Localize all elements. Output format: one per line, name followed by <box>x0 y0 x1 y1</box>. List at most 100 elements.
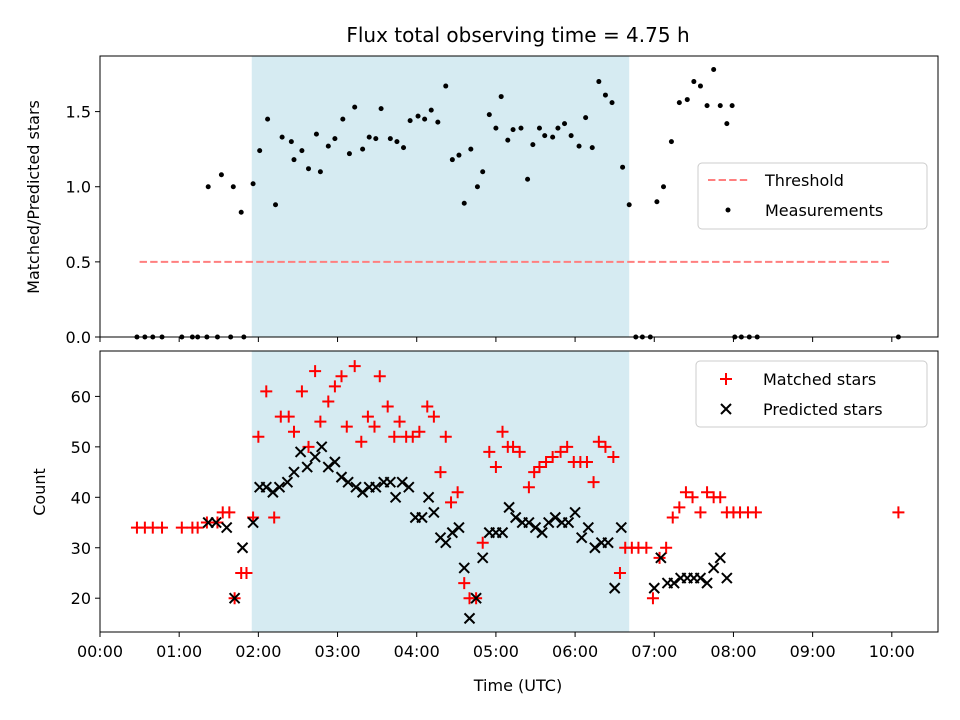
predicted-star-point <box>458 562 470 574</box>
predicted-star-point <box>220 521 233 534</box>
matched-star-point <box>561 440 574 453</box>
predicted-star-point <box>503 501 515 514</box>
measurement-point <box>691 79 697 85</box>
predicted-star-point <box>370 481 382 493</box>
predicted-star-point <box>422 491 435 504</box>
measurement-point <box>299 148 305 154</box>
predicted-star-point <box>463 612 476 625</box>
matched-star-point <box>175 521 188 534</box>
matched-star-point <box>322 395 335 408</box>
measurement-point <box>313 131 319 137</box>
matched-star-point <box>554 445 567 458</box>
predicted-star-point <box>701 577 713 589</box>
predicted-star-point <box>562 516 575 529</box>
measurement-point <box>568 133 574 139</box>
matched-star-point <box>679 486 692 499</box>
predicted-star-point <box>315 441 328 453</box>
predicted-star-point <box>509 511 522 524</box>
measurement-point <box>583 115 589 121</box>
predicted-star-point <box>615 521 627 534</box>
legend-measurement-swatch <box>725 207 731 213</box>
x-tick-label: 07:00 <box>631 642 677 661</box>
matched-star-point <box>368 420 381 433</box>
predicted-star-point <box>228 592 241 604</box>
matched-star-point <box>421 400 434 413</box>
matched-star-point <box>439 430 452 443</box>
matched-star-point <box>749 506 762 519</box>
matched-star-point <box>483 445 496 458</box>
predicted-star-point <box>389 491 402 504</box>
measurement-point <box>518 125 524 131</box>
top-y-tick-label: 1.0 <box>66 178 91 197</box>
matched-star-point <box>701 486 714 499</box>
matched-star-point <box>892 506 905 519</box>
matched-star-point <box>309 365 322 378</box>
x-tick-label: 05:00 <box>473 642 519 661</box>
predicted-star-point <box>477 552 489 564</box>
predicted-star-point <box>536 526 548 539</box>
matched-star-point <box>434 466 447 479</box>
x-tick-label: 08:00 <box>710 642 756 661</box>
measurement-point <box>218 172 224 178</box>
measurement-point <box>238 209 244 215</box>
matched-star-point <box>348 360 361 373</box>
top-axis-ticks: 0.0 0.5 1.0 1.5 <box>66 103 893 347</box>
measurement-point <box>510 127 516 133</box>
matched-star-point <box>489 461 502 474</box>
predicted-star-point <box>707 562 720 574</box>
matched-star-point <box>458 577 471 590</box>
matched-star-point <box>587 476 600 489</box>
measurement-point <box>620 164 626 170</box>
predicted-star-point <box>602 536 614 549</box>
x-tick-label: 03:00 <box>314 642 360 661</box>
bottom-y-tick-label: 50 <box>71 438 91 457</box>
measurement-point <box>525 176 531 182</box>
legend-predicted-label: Predicted stars <box>763 400 883 419</box>
measurement-point <box>661 184 667 190</box>
top-legend: Threshold Measurements <box>697 162 928 230</box>
predicted-star-point <box>721 572 733 584</box>
matched-star-point <box>314 415 327 428</box>
measurement-point <box>346 151 352 157</box>
measurement-point <box>288 139 294 145</box>
measurement-point <box>626 202 632 208</box>
measurement-point <box>724 121 730 127</box>
predicted-star-point <box>529 521 542 534</box>
measurement-point <box>230 184 236 190</box>
matched-star-point <box>445 496 458 509</box>
predicted-star-point <box>416 511 428 524</box>
measurement-point <box>428 107 434 113</box>
matched-star-point <box>328 380 341 393</box>
measurement-point <box>589 145 595 151</box>
measurement-point <box>493 125 499 131</box>
x-axis-label: Time (UTC) <box>473 676 562 695</box>
predicted-star-point <box>356 486 369 498</box>
predicted-star-point <box>329 456 341 468</box>
matched-star-point <box>260 385 273 398</box>
x-tick-label: 06:00 <box>552 642 598 661</box>
x-tick-label: 02:00 <box>235 642 281 661</box>
matched-star-point <box>580 455 593 468</box>
predicted-star-point <box>694 572 707 584</box>
measurement-point <box>668 139 674 145</box>
matched-star-point <box>607 450 620 463</box>
measurement-point <box>387 136 393 142</box>
predicted-star-point <box>575 531 588 544</box>
measurement-point <box>550 134 556 140</box>
predicted-star-point <box>549 511 561 524</box>
matched-star-point <box>599 440 612 453</box>
top-shaded-span <box>251 56 630 337</box>
matched-star-point <box>373 370 386 383</box>
count-points <box>130 360 905 625</box>
matched-star-point <box>533 461 546 474</box>
measurement-point <box>422 116 428 122</box>
measurement-point <box>505 137 511 143</box>
predicted-star-point <box>523 516 535 529</box>
measurement-point <box>596 79 602 85</box>
predicted-star-point <box>428 506 440 519</box>
top-y-axis-label: Matched/Predicted stars <box>24 100 43 294</box>
matched-star-point <box>252 430 265 443</box>
measurement-point <box>461 200 467 206</box>
top-legend-box <box>697 162 928 230</box>
matched-star-point <box>646 592 659 605</box>
